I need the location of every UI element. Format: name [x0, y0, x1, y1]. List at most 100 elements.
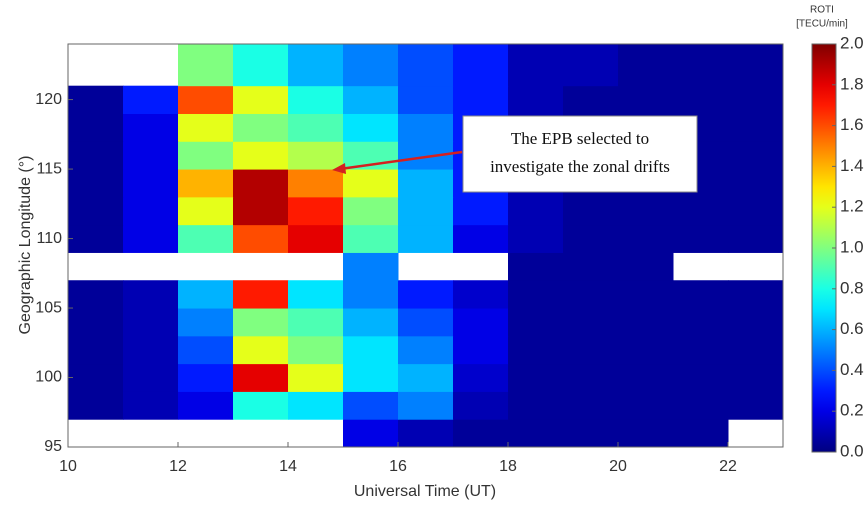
- heat-cell: [728, 335, 784, 365]
- heat-cell: [563, 196, 619, 226]
- x-tick-label: 12: [169, 458, 187, 475]
- heat-cell: [453, 391, 509, 420]
- heat-cell: [343, 44, 399, 87]
- heat-cell: [343, 252, 399, 281]
- heat-cell: [343, 363, 399, 392]
- annotation: The EPB selected to investigate the zona…: [332, 115, 698, 193]
- colorbar-tick-label: 2.0: [840, 33, 864, 52]
- heat-cell: [453, 335, 509, 365]
- colorbar-tick-label: 0.8: [840, 278, 864, 297]
- arrow-head: [332, 163, 346, 174]
- heat-cell: [508, 44, 564, 87]
- heat-cell: [68, 335, 124, 365]
- heat-cell: [178, 85, 234, 114]
- heat-cell: [123, 308, 179, 337]
- heat-cell: [68, 85, 124, 114]
- heat-cell: [288, 85, 344, 114]
- heat-cell: [618, 85, 674, 114]
- heat-cell: [343, 85, 399, 114]
- heat-cell: [453, 419, 509, 448]
- heat-cell: [233, 280, 289, 309]
- heat-cell: [398, 363, 454, 392]
- heat-cell: [123, 280, 179, 309]
- x-tick-label: 22: [719, 458, 737, 475]
- heat-cell: [68, 308, 124, 337]
- heat-cell: [453, 44, 509, 87]
- heat-cell: [728, 363, 784, 392]
- heat-cell: [123, 363, 179, 392]
- heat-cell: [508, 280, 564, 309]
- heat-cell: [563, 44, 619, 87]
- heat-cell: [618, 335, 674, 365]
- heat-cell: [453, 363, 509, 392]
- heat-cell: [233, 44, 289, 87]
- heat-cell: [728, 280, 784, 309]
- heat-cell: [618, 363, 674, 392]
- heat-cell: [178, 391, 234, 420]
- heat-cell: [618, 252, 674, 281]
- heat-cell: [123, 169, 179, 198]
- heat-cell: [728, 391, 784, 420]
- heat-cell: [398, 85, 454, 114]
- heat-cell: [178, 224, 234, 253]
- heat-cell: [178, 308, 234, 337]
- heat-cell: [343, 335, 399, 365]
- heat-cell: [618, 196, 674, 226]
- heat-cell: [343, 224, 399, 253]
- heat-cell: [288, 280, 344, 309]
- colorbar-tick-label: 0.6: [840, 319, 864, 338]
- heat-cell: [178, 44, 234, 87]
- annotation-arrow: [339, 150, 463, 171]
- heat-cell: [508, 85, 564, 114]
- heat-cell: [68, 280, 124, 309]
- heat-cell: [563, 308, 619, 337]
- heat-cell: [453, 308, 509, 337]
- colorbar-tick-label: 1.0: [840, 237, 864, 256]
- heat-cell: [398, 44, 454, 87]
- heat-cell: [728, 308, 784, 337]
- colorbar-tick-label: 0.0: [840, 441, 864, 460]
- heat-cell: [288, 169, 344, 198]
- heat-cell: [563, 363, 619, 392]
- heat-cell: [673, 419, 729, 448]
- heat-cell: [398, 419, 454, 448]
- colorbar-title: [TECU/min]: [796, 19, 848, 30]
- heat-cell: [618, 44, 674, 87]
- heat-cell: [728, 224, 784, 253]
- heat-cell: [563, 224, 619, 253]
- heat-cell: [563, 419, 619, 448]
- heat-cell: [343, 308, 399, 337]
- heat-cell: [398, 280, 454, 309]
- heat-cell: [563, 391, 619, 420]
- heat-cell: [343, 113, 399, 142]
- heat-cell: [123, 85, 179, 114]
- y-tick-label: 95: [44, 438, 62, 455]
- heat-cell: [123, 196, 179, 226]
- heat-cell: [673, 224, 729, 253]
- heat-cell: [673, 280, 729, 309]
- heat-cell: [178, 141, 234, 170]
- heat-cell: [618, 308, 674, 337]
- heat-cell: [508, 252, 564, 281]
- heat-cell: [233, 196, 289, 226]
- heat-cell: [453, 196, 509, 226]
- heat-cell: [123, 391, 179, 420]
- heat-cell: [178, 196, 234, 226]
- heat-cell: [288, 308, 344, 337]
- heat-cell: [178, 169, 234, 198]
- heat-cell: [508, 363, 564, 392]
- heat-cell: [618, 280, 674, 309]
- colorbar-tick-label: 0.2: [840, 401, 864, 420]
- heat-cell: [673, 335, 729, 365]
- heat-cell: [343, 280, 399, 309]
- heat-cell: [398, 224, 454, 253]
- x-tick-label: 10: [59, 458, 77, 475]
- y-tick-label: 110: [36, 230, 62, 247]
- heat-cell: [563, 335, 619, 365]
- heat-cell: [673, 391, 729, 420]
- heat-cell: [288, 141, 344, 170]
- heat-cell: [508, 391, 564, 420]
- heat-cell: [673, 85, 729, 114]
- x-tick-label: 14: [279, 458, 297, 475]
